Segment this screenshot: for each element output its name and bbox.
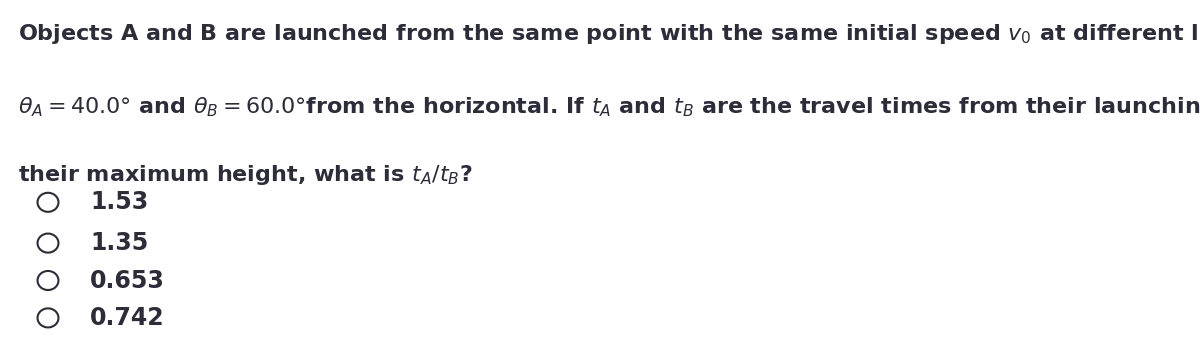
Text: 0.653: 0.653 bbox=[90, 269, 164, 292]
Text: 1.35: 1.35 bbox=[90, 231, 149, 255]
Text: 1.53: 1.53 bbox=[90, 190, 149, 214]
Text: $\theta_A = 40.0°$ and $\theta_B = 60.0°$from the horizontal. If $t_A$ and $t_B$: $\theta_A = 40.0°$ and $\theta_B = 60.0°… bbox=[18, 95, 1200, 119]
Text: 0.742: 0.742 bbox=[90, 306, 164, 330]
Text: their maximum height, what is $t_A/t_B$?: their maximum height, what is $t_A/t_B$? bbox=[18, 163, 473, 187]
Text: Objects A and B are launched from the same point with the same initial speed $v_: Objects A and B are launched from the sa… bbox=[18, 22, 1200, 46]
